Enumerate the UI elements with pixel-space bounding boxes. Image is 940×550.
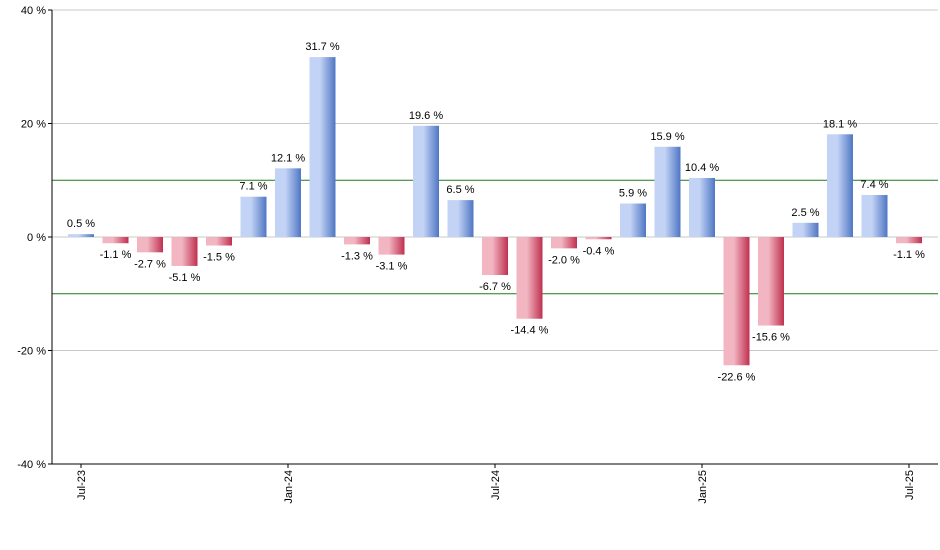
value-label: -22.6 % — [718, 371, 756, 383]
value-labels: 0.5 %-1.1 %-2.7 %-5.1 %-1.5 %7.1 %12.1 %… — [67, 41, 925, 383]
bar — [516, 237, 543, 319]
bar — [585, 237, 612, 240]
bar — [68, 234, 94, 237]
bar — [551, 237, 577, 249]
bar — [102, 237, 129, 244]
bar — [378, 237, 405, 255]
bar — [206, 237, 232, 246]
value-label: 12.1 % — [271, 152, 305, 164]
bar — [413, 125, 439, 237]
x-tick-label: Jul-24 — [490, 470, 502, 500]
value-label: 15.9 % — [650, 131, 684, 143]
value-label: 19.6 % — [409, 110, 443, 122]
y-tick-label: -40 % — [17, 459, 46, 471]
value-label: -6.7 % — [479, 281, 511, 293]
bar — [827, 134, 853, 237]
x-tick-label: Jul-25 — [904, 470, 916, 500]
value-label: 6.5 % — [446, 184, 474, 196]
value-label: 31.7 % — [305, 41, 339, 53]
value-label: 18.1 % — [823, 118, 857, 130]
bar — [758, 237, 784, 326]
bar — [482, 237, 508, 276]
bar — [620, 203, 646, 237]
x-tick-label: Jul-23 — [76, 470, 88, 500]
bar — [171, 237, 198, 266]
bar — [447, 200, 474, 237]
x-tick-label: Jan-25 — [697, 470, 709, 504]
value-label: -3.1 % — [376, 261, 408, 273]
value-label: 2.5 % — [791, 207, 819, 219]
reference-lines — [52, 179, 938, 295]
axes: 40 % 20 % 0 % -20 % -40 % Jul-23 Jan-24 Jul-24 J… — [17, 5, 938, 504]
value-label: 10.4 % — [685, 162, 719, 174]
bar — [861, 195, 888, 237]
value-label: -2.7 % — [134, 258, 166, 270]
value-label: -15.6 % — [752, 332, 790, 344]
value-label: -14.4 % — [511, 325, 549, 337]
y-tick-label: 0 % — [27, 232, 46, 244]
bar — [275, 168, 301, 237]
value-label: 7.1 % — [239, 181, 267, 193]
bar — [344, 237, 370, 245]
value-label: -1.1 % — [893, 249, 925, 261]
x-tick-label: Jan-24 — [283, 470, 295, 504]
bar — [689, 177, 715, 237]
bar — [723, 237, 750, 366]
bar — [792, 222, 819, 237]
value-label: -1.3 % — [341, 250, 373, 262]
value-label: -1.5 % — [203, 252, 235, 264]
bar — [137, 237, 163, 253]
value-label: 7.4 % — [860, 179, 888, 191]
bar — [654, 146, 681, 237]
value-label: -5.1 % — [169, 272, 201, 284]
bar — [309, 57, 336, 237]
bar — [240, 196, 267, 237]
value-label: -0.4 % — [583, 245, 615, 257]
bar — [896, 237, 922, 244]
value-label: 0.5 % — [67, 218, 95, 230]
bars — [68, 57, 922, 366]
value-label: -2.0 % — [548, 254, 580, 266]
y-tick-label: 20 % — [21, 119, 46, 131]
value-label: 5.9 % — [619, 188, 647, 200]
y-tick-label: -20 % — [17, 346, 46, 358]
y-tick-label: 40 % — [21, 5, 46, 17]
value-label: -1.1 % — [100, 249, 132, 261]
